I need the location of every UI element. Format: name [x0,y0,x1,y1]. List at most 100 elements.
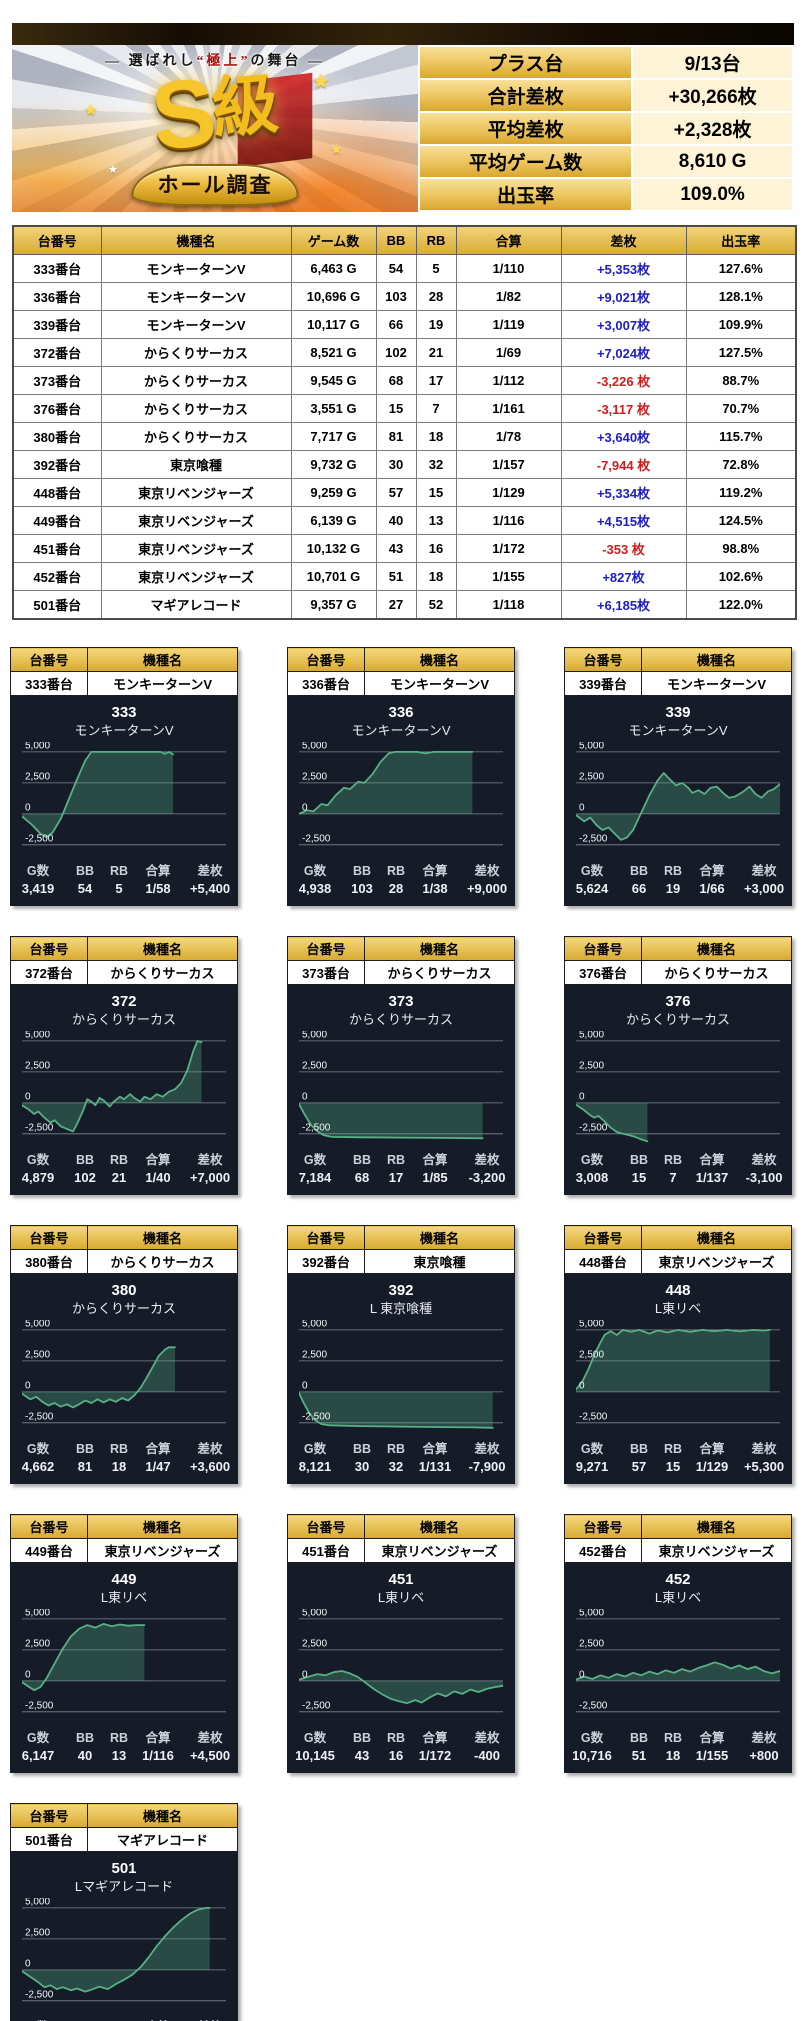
bb-cell: 66 [375,310,417,339]
card-unit-number: 333番台 [10,671,88,696]
unit-cell: 501番台 [12,590,102,620]
rb-cell: 32 [415,450,457,479]
tagline-pre: ― 選ばれし [105,54,197,69]
svg-text:0: 0 [25,1091,31,1102]
bb-cell: 27 [375,590,417,620]
card-value-row: 376番台 からくりサーカス [564,960,792,985]
stat-value-bb: 81 [77,1459,93,1474]
card-unit-number: 448番台 [564,1249,642,1274]
unit-cell: 372番台 [12,338,102,367]
stat-header-gassan: 合算 [699,864,725,878]
stat-value-bb: 30 [354,1459,370,1474]
diff-cell: -353 枚 [560,534,687,563]
bb-cell: 15 [375,394,417,423]
stat-header-bb: BB [75,1442,95,1456]
stat-header-bb: BB [75,1153,95,1167]
table-row: 501番台 マギアレコード 9,357 G 27 52 1/118 +6,185枚 122.0… [12,590,797,620]
stat-header-g: G数 [26,1153,50,1167]
summary-row: 合計差枚 +30,266枚 [417,78,794,113]
card-header-row: 台番号 機種名 [10,647,238,672]
stat-header-diff: 差枚 [197,864,223,878]
stat-header-bb: BB [629,1442,649,1456]
card-header-table: 台番号 機種名 373番台 からくりサーカス [287,936,515,985]
svg-text:-2,500: -2,500 [302,1700,331,1711]
table-row: 373番台 からくりサーカス 9,545 G 68 17 1/112 -3,226 枚 88.… [12,366,797,395]
stat-value-diff: -400 [473,1748,501,1763]
rate-cell: 98.8% [685,534,797,563]
machine-cell: モンキーターンV [100,282,292,311]
stat-value-rb: 21 [111,1170,127,1185]
payout-sparkline-chart: 5,000 2,500 0 -2,500 [22,1320,226,1424]
svg-text:5,000: 5,000 [302,742,327,751]
card-machine-name: 東京リベンジャーズ [364,1538,515,1563]
card-header-row: 台番号 機種名 [287,647,515,672]
stat-value-gassan: 1/155 [695,1748,729,1763]
payout-sparkline-chart: 5,000 2,500 0 -2,500 [299,742,503,846]
stat-value-bb: 43 [354,1748,370,1763]
stat-header-rb: RB [386,864,406,878]
bb-cell: 54 [375,254,417,283]
chart-machine-name: からくりサーカス [348,1012,453,1027]
col-header-unit: 台番号 [12,225,102,255]
svg-text:5,000: 5,000 [25,1898,50,1907]
diff-cell: +3,007枚 [560,310,687,339]
card-header-row: 台番号 機種名 [10,936,238,961]
stat-value-gassan: 1/129 [695,1459,729,1474]
chart-title: 376 [665,993,691,1010]
gassan-cell: 1/112 [455,366,562,395]
card-unit-header: 台番号 [564,1514,642,1539]
stat-header-diff: 差枚 [751,864,777,878]
table-row: 376番台 からくりサーカス 3,551 G 15 7 1/161 -3,117 枚 70.7… [12,394,797,423]
machine-card: 台番号 機種名 449番台 東京リベンジャーズ 449 L東リベ 5,000 2,… [10,1514,238,1773]
rb-cell: 28 [415,282,457,311]
machine-card: 台番号 機種名 373番台 からくりサーカス 373 からくりサーカス 5,00… [287,936,515,1195]
unit-cell: 373番台 [12,366,102,395]
stat-value-bb: 103 [351,881,373,896]
chart-machine-name: からくりサーカス [625,1012,730,1027]
stat-value-rb: 13 [111,1748,127,1763]
stat-value-diff: -3,100 [745,1170,783,1185]
stat-header-diff: 差枚 [474,1731,500,1745]
summary-label: 平均ゲーム数 [417,144,634,179]
card-header-row: 台番号 機種名 [564,936,792,961]
stat-value-diff: +3,600 [189,1459,231,1474]
summary-row: 平均差枚 +2,328枚 [417,111,794,146]
stat-header-diff: 差枚 [474,1442,500,1456]
payout-sparkline-chart: 5,000 2,500 0 -2,500 [22,742,226,846]
card-unit-number: 449番台 [10,1538,88,1563]
stat-header-rb: RB [663,1731,683,1745]
table-row: 449番台 東京リベンジャーズ 6,139 G 40 13 1/116 +4,515枚 124… [12,506,797,535]
table-header-row: 台番号 機種名 ゲーム数 BB RB 合算 差枚 出玉率 [12,225,797,255]
machine-cell: 東京喰種 [100,450,292,479]
card-unit-number: 451番台 [287,1538,365,1563]
stat-header-g: G数 [580,1442,604,1456]
payout-sparkline-chart: 5,000 2,500 0 -2,500 [22,1609,226,1713]
svg-text:-2,500: -2,500 [579,1122,608,1133]
banner-tagline: ― 選ばれし“極上”の舞台 ― [12,50,418,70]
machine-card: 台番号 機種名 336番台 モンキーターンV 336 モンキーターンV 5,00… [287,647,515,906]
card-stats: G数 BB RB 合算 差枚 4,879 102 21 1/40 +7,000 [21,1152,230,1186]
col-header-rb: RB [415,225,457,255]
star-icon: ★ [84,102,98,119]
svg-text:5,000: 5,000 [25,742,50,751]
svg-text:-2,500: -2,500 [25,1989,54,2000]
card-value-row: 336番台 モンキーターンV [287,671,515,696]
svg-text:-2,500: -2,500 [25,1411,54,1422]
stat-header-rb: RB [386,1153,406,1167]
card-unit-number: 452番台 [564,1538,642,1563]
machine-card: 台番号 機種名 452番台 東京リベンジャーズ 452 L東リベ 5,000 2,… [564,1514,792,1773]
svg-text:5,000: 5,000 [25,1320,50,1329]
stat-header-gassan: 合算 [145,864,171,878]
machine-card: 台番号 機種名 501番台 マギアレコード 501 Lマギアレコード 5,000… [10,1803,238,2021]
svg-text:2,500: 2,500 [25,771,50,782]
table-row: 336番台 モンキーターンV 10,696 G 103 28 1/82 +9,021枚 128… [12,282,797,311]
stat-value-rb: 18 [111,1459,127,1474]
chart-machine-name: モンキーターンV [628,723,728,738]
svg-text:2,500: 2,500 [302,1060,327,1071]
rb-cell: 15 [415,478,457,507]
stat-header-bb: BB [629,1731,649,1745]
svg-text:5,000: 5,000 [25,1609,50,1618]
svg-text:-2,500: -2,500 [579,833,608,844]
stat-value-rb: 15 [665,1459,681,1474]
card-machine-header: 機種名 [87,936,238,961]
